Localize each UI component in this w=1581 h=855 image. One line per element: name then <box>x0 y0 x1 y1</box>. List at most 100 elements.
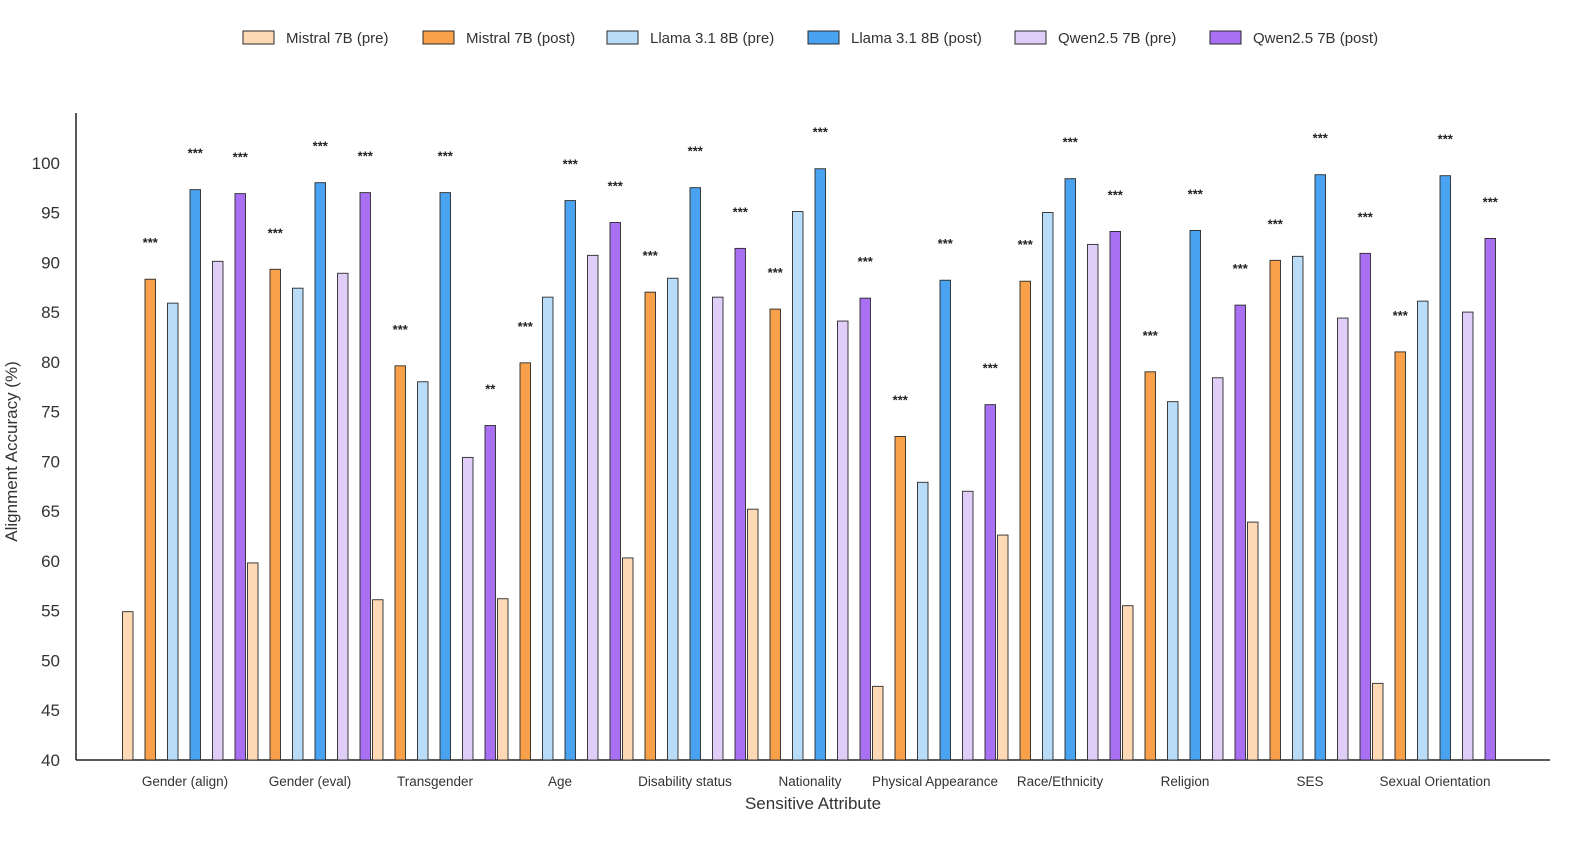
significance-label: *** <box>563 157 579 172</box>
significance-label: *** <box>1483 194 1499 209</box>
significance-label: *** <box>608 178 624 193</box>
significance-label: *** <box>1018 237 1034 252</box>
bar <box>269 268 281 761</box>
legend-swatch <box>422 30 455 45</box>
legend-swatch <box>1209 30 1242 45</box>
y-tick-label: 55 <box>41 602 60 621</box>
bar <box>837 320 849 761</box>
bar <box>814 168 826 761</box>
significance-label: *** <box>813 125 829 140</box>
x-tick-label: Gender (align) <box>142 774 228 789</box>
bar <box>234 193 246 761</box>
bar <box>644 291 656 761</box>
bar <box>747 508 759 761</box>
bar <box>622 557 634 761</box>
y-tick-label: 80 <box>41 353 60 372</box>
y-tick-label: 100 <box>32 154 60 173</box>
bar <box>144 278 156 761</box>
significance-label: *** <box>268 225 284 240</box>
significance-label: *** <box>1358 209 1374 224</box>
bar <box>564 200 576 761</box>
bar <box>1234 304 1246 761</box>
legend-swatch <box>606 30 639 45</box>
significance-label: ** <box>485 382 496 397</box>
bar <box>984 404 996 761</box>
bar <box>1462 311 1474 761</box>
x-tick-label: Disability status <box>638 774 732 789</box>
legend-label: Mistral 7B (pre) <box>286 30 389 47</box>
bar <box>292 287 304 761</box>
y-tick-label: 65 <box>41 502 60 521</box>
bar <box>542 296 554 761</box>
bar <box>462 456 474 761</box>
bar <box>1417 300 1429 761</box>
bar <box>859 297 871 761</box>
bar <box>1042 212 1054 761</box>
significance-label: *** <box>1108 187 1124 202</box>
y-tick-label: 50 <box>41 651 60 670</box>
y-tick-label: 90 <box>41 253 60 272</box>
bar <box>1144 371 1156 761</box>
significance-label: *** <box>1063 135 1079 150</box>
bar <box>484 425 496 761</box>
bar <box>1064 178 1076 761</box>
bar <box>894 436 906 761</box>
bar <box>769 308 781 761</box>
significance-label: *** <box>143 235 159 250</box>
bar <box>1189 230 1201 761</box>
bar <box>394 365 406 761</box>
legend-label: Mistral 7B (post) <box>466 30 575 47</box>
x-tick-label: Religion <box>1161 774 1210 789</box>
x-tick-label: Nationality <box>778 774 841 789</box>
legend-swatch <box>1014 30 1047 45</box>
bar <box>1337 317 1349 761</box>
significance-label: *** <box>188 146 204 161</box>
significance-label: *** <box>233 150 249 165</box>
significance-label: *** <box>518 319 534 334</box>
bar <box>1292 255 1304 761</box>
bar <box>497 598 509 761</box>
significance-label: *** <box>768 265 784 280</box>
significance-label: *** <box>688 144 704 159</box>
bar <box>1122 605 1134 761</box>
bar <box>1109 231 1121 761</box>
bar <box>587 254 599 761</box>
bar <box>1484 237 1496 761</box>
significance-label: *** <box>393 322 409 337</box>
y-tick-label: 60 <box>41 552 60 571</box>
significance-label: *** <box>313 139 329 154</box>
bar <box>667 277 679 761</box>
bar <box>314 182 326 761</box>
bar <box>372 599 384 761</box>
x-tick-label: Age <box>548 774 572 789</box>
bar <box>337 272 349 761</box>
significance-label: *** <box>858 254 874 269</box>
significance-label: *** <box>438 149 454 164</box>
x-tick-label: Sexual Orientation <box>1379 774 1490 789</box>
significance-label: *** <box>938 236 954 251</box>
significance-label: *** <box>1313 131 1329 146</box>
bar <box>417 381 429 761</box>
bar <box>1019 280 1031 761</box>
legend-label: Qwen2.5 7B (post) <box>1253 30 1378 47</box>
bar <box>1372 682 1384 761</box>
y-axis-title: Alignment Accuracy (%) <box>2 361 21 541</box>
bar <box>872 685 884 761</box>
bar <box>962 490 974 761</box>
legend-label: Llama 3.1 8B (pre) <box>650 30 774 47</box>
bar <box>1439 175 1451 761</box>
bar <box>917 481 929 761</box>
significance-label: *** <box>1188 186 1204 201</box>
bar <box>712 296 724 761</box>
y-tick-label: 40 <box>41 751 60 770</box>
y-tick-label: 95 <box>41 204 60 223</box>
significance-label: *** <box>893 393 909 408</box>
x-tick-label: SES <box>1296 774 1323 789</box>
significance-label: *** <box>1268 216 1284 231</box>
y-tick-label: 70 <box>41 452 60 471</box>
significance-label: *** <box>1143 328 1159 343</box>
significance-label: *** <box>1393 308 1409 323</box>
legend: Mistral 7B (pre) Mistral 7B (post) Llama 3… <box>242 30 1378 47</box>
bars <box>122 168 1496 761</box>
